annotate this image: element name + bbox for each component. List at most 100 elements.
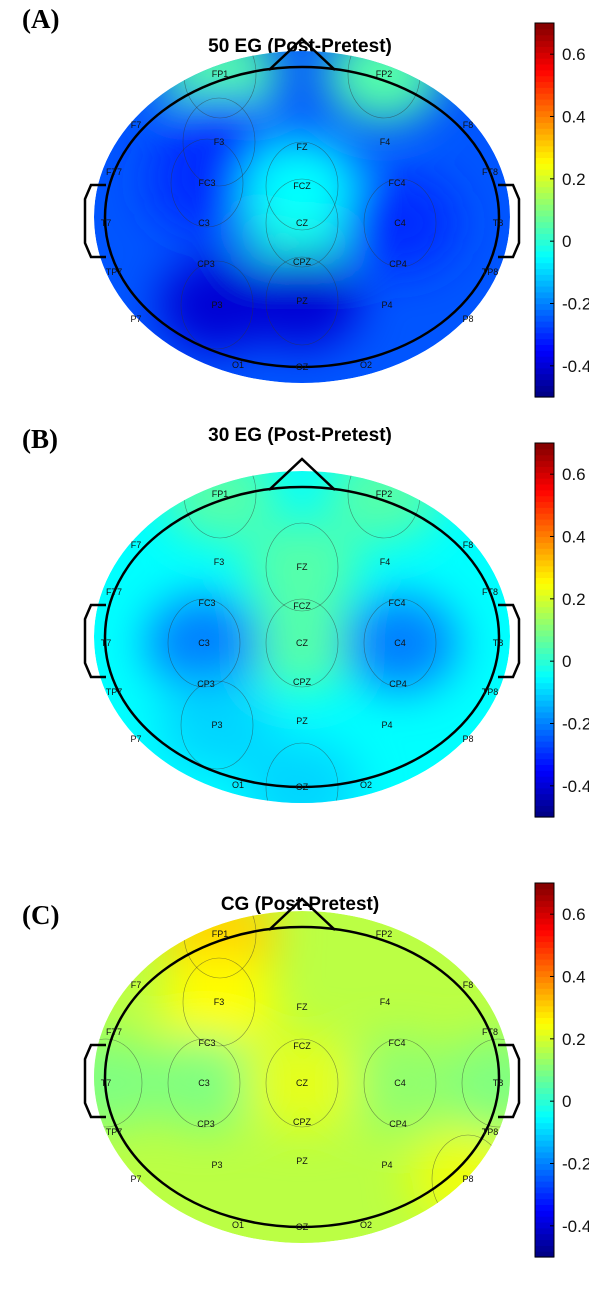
colorbar-swatch (535, 711, 554, 719)
colorbar-swatch (535, 518, 554, 526)
electrode-label-fz: FZ (297, 1002, 308, 1012)
colorbar-swatch (535, 315, 554, 322)
electrode-label-t8: T8 (493, 218, 504, 228)
colorbar-swatch (535, 577, 554, 584)
colorbar-swatch (535, 647, 554, 654)
electrode-label-c4: C4 (394, 1078, 406, 1088)
contour-line (265, 256, 339, 346)
electrode-label-fp1: FP1 (212, 489, 229, 499)
electrode-label-p7: P7 (130, 734, 141, 744)
colorbar-swatch (535, 999, 554, 1007)
colorbar-swatch (535, 227, 554, 234)
contour-line (265, 1038, 339, 1128)
colorbar-tick-label: -0.4 (562, 777, 589, 796)
electrode-label-p4: P4 (381, 720, 392, 730)
contour-line (265, 178, 339, 268)
colorbar-swatch (535, 34, 554, 42)
electrode-label-cp3: CP3 (197, 259, 215, 269)
colorbar-swatch (535, 524, 554, 532)
contour-line (265, 141, 339, 231)
activity-blob (162, 911, 278, 982)
colorbar-swatch (535, 964, 554, 972)
colorbar-swatch (535, 356, 554, 363)
colorbar-swatch (535, 245, 554, 252)
colorbar-swatch (535, 941, 554, 948)
contour-line (265, 522, 339, 612)
colorbar-swatch (535, 1233, 554, 1241)
contour-line (265, 742, 339, 803)
colorbar-tick-label: 0.2 (562, 590, 586, 609)
colorbar-swatch (535, 1151, 554, 1159)
electrode-label-ft8: FT8 (482, 587, 498, 597)
colorbar-swatch (535, 630, 554, 637)
colorbar-swatch (535, 554, 554, 561)
electrode-label-fcz: FCZ (293, 601, 311, 611)
colorbar-swatch (535, 799, 554, 806)
colorbar-swatch (535, 530, 554, 538)
electrode-label-f3: F3 (214, 557, 225, 567)
electrode-label-ft8: FT8 (482, 167, 498, 177)
electrode-label-f4: F4 (380, 137, 391, 147)
colorbar-swatch (535, 98, 554, 106)
electrode-label-ft7: FT7 (106, 1027, 122, 1037)
colorbar-tick-label: 0.6 (562, 905, 586, 924)
activity-blob (244, 519, 360, 615)
activity-blob (244, 253, 360, 349)
panel-letter: (B) (22, 424, 58, 454)
electrode-label-f7: F7 (131, 120, 142, 130)
electrode-label-p8: P8 (462, 734, 473, 744)
colorbar-swatch (535, 781, 554, 789)
colorbar-swatch (535, 1116, 554, 1124)
colorbar-swatch (535, 163, 554, 170)
activity-blob (326, 51, 442, 122)
electrode-label-oz: OZ (296, 362, 309, 372)
activity-blob (159, 257, 275, 353)
colorbar-swatch (535, 682, 554, 690)
activity-blob (146, 1035, 262, 1131)
electrode-label-tp8: TP8 (482, 267, 499, 277)
colorbar-swatch (535, 210, 554, 217)
contour-line (182, 97, 256, 187)
colorbar-swatch (535, 589, 554, 596)
electrode-label-c3: C3 (198, 218, 210, 228)
contour-line (180, 680, 254, 770)
panel-c: (C) CG (Post-Pretest) FP1 FP2 F7 F3 FZ F4 F8 FT… (0, 860, 589, 1290)
electrode-label-cpz: CPZ (293, 677, 312, 687)
right-ear (498, 603, 521, 679)
colorbar-swatch (535, 122, 554, 129)
electrode-label-tp7: TP7 (106, 267, 123, 277)
colorbar-swatch (535, 1105, 554, 1112)
colorbar-swatch (535, 811, 554, 818)
colorbar-swatch (535, 1198, 554, 1206)
colorbar-swatch (535, 478, 554, 485)
head-outline (103, 65, 501, 369)
colorbar-swatch (535, 454, 554, 462)
electrode-label-ft8: FT8 (482, 1027, 498, 1037)
contour-line (363, 178, 437, 268)
electrode-label-fc3: FC3 (198, 178, 215, 188)
colorbar-swatch (535, 758, 554, 766)
colorbar-swatch (535, 1239, 554, 1246)
electrode-label-fp1: FP1 (212, 929, 229, 939)
electrode-label-o1: O1 (232, 1220, 244, 1230)
colorbar-tick-label: -0.4 (562, 357, 589, 376)
colorbar-swatch (535, 741, 554, 748)
colorbar-swatch (535, 594, 554, 602)
colorbar-swatch (535, 805, 554, 812)
head-outline (103, 925, 501, 1229)
colorbar-swatch (535, 1029, 554, 1036)
colorbar-swatch (535, 180, 554, 188)
left-ear (83, 1043, 106, 1119)
colorbar-swatch (535, 309, 554, 316)
contour-line (363, 598, 437, 688)
electrode-label-o1: O1 (232, 780, 244, 790)
colorbar-swatch (535, 385, 554, 392)
colorbar-swatch (535, 116, 554, 123)
colorbar-swatch (535, 1251, 554, 1258)
colorbar-swatch (535, 935, 554, 943)
colorbar-swatch (535, 139, 554, 147)
colorbar-swatch (535, 1128, 554, 1135)
colorbar-swatch (535, 291, 554, 299)
colorbar-swatch (535, 565, 554, 573)
colorbar-swatch (535, 221, 554, 229)
